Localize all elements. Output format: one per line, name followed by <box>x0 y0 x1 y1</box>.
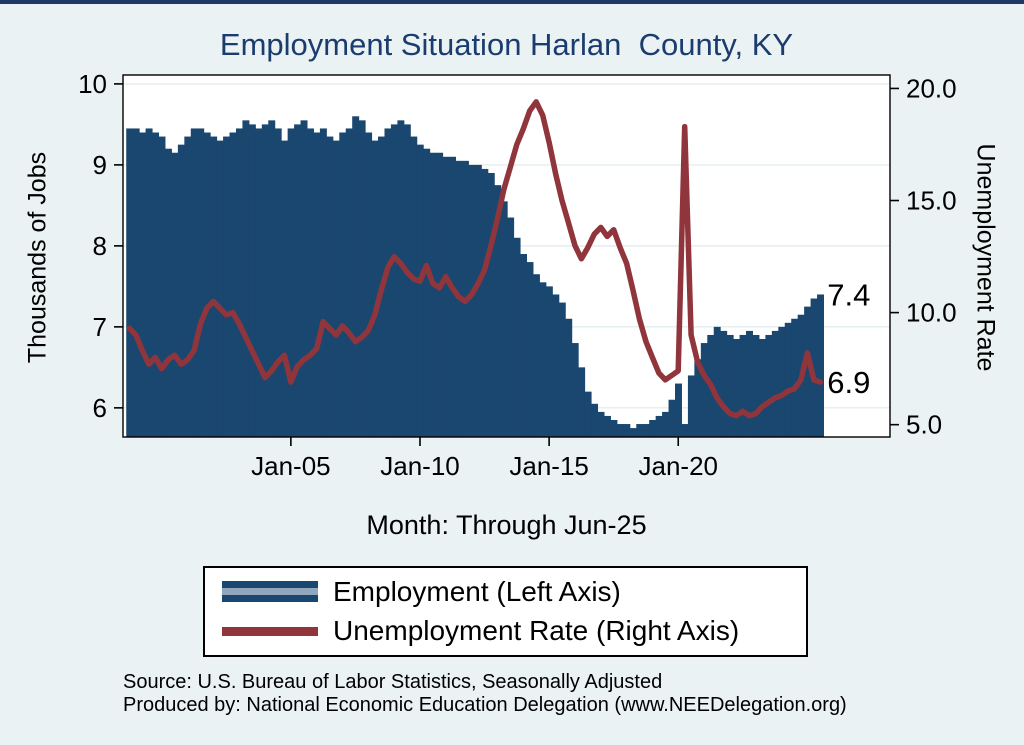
x-tick-label: Jan-20 <box>638 451 718 481</box>
x-tick-label: Jan-05 <box>251 451 331 481</box>
end-value-label: 7.4 <box>827 277 870 312</box>
employment-bar-swatch <box>222 581 318 603</box>
unemployment-line-swatch <box>222 626 318 636</box>
produced-by-note: Produced by: National Economic Education… <box>123 694 847 716</box>
left-tick-label: 8 <box>93 231 107 261</box>
right-tick-label: 10.0 <box>906 298 957 328</box>
left-tick-label: 6 <box>93 393 107 423</box>
axis-ticks: 6 7 8 9 10 5.0 10.0 15.0 20.0 Jan-05 Jan-10 Jan-15 J… <box>78 69 957 481</box>
unemployment-rate-line <box>126 99 824 419</box>
legend: Employment (Left Axis) Unemployment Rate… <box>203 566 808 657</box>
end-value-label: 6.9 <box>827 365 870 400</box>
plot-frame <box>122 74 891 438</box>
left-tick-label: 7 <box>93 312 107 342</box>
right-tick-label: 5.0 <box>906 410 942 440</box>
left-tick-label: 10 <box>78 69 107 99</box>
legend-label-employment: Employment (Left Axis) <box>333 575 621 607</box>
x-tick-label: Jan-10 <box>380 451 460 481</box>
legend-label-unemployment: Unemployment Rate (Right Axis) <box>333 615 740 647</box>
x-tick-label: Jan-15 <box>509 451 589 481</box>
right-tick-label: 15.0 <box>906 186 957 216</box>
top-border <box>0 0 1024 4</box>
chart-title: Employment Situation Harlan County, KY <box>219 27 794 62</box>
legend-item-employment: Employment (Left Axis) <box>222 576 806 608</box>
legend-item-unemployment: Unemployment Rate (Right Axis) <box>222 615 806 647</box>
x-axis-title: Month: Through Jun-25 <box>366 510 647 540</box>
left-tick-label: 9 <box>93 150 107 180</box>
source-note: Source: U.S. Bureau of Labor Statistics,… <box>123 671 663 693</box>
right-tick-label: 20.0 <box>906 73 957 103</box>
